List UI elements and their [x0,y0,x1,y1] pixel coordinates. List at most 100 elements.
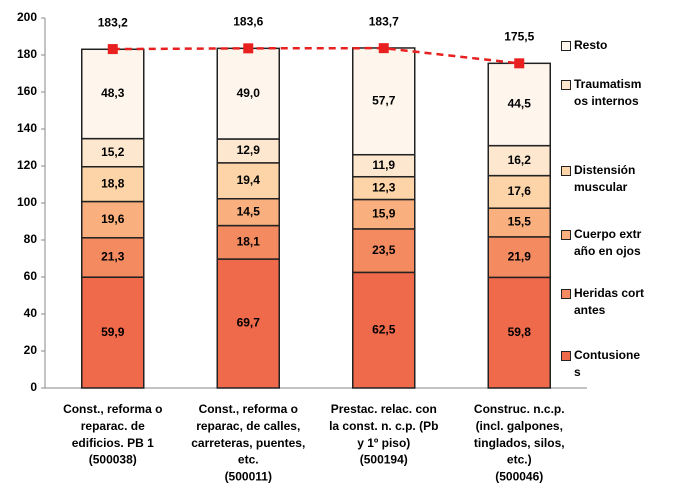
x-tick-label: Const., reforma o [199,402,298,416]
x-tick-label: reparac, de calles, [196,419,300,433]
legend-item: Distensión muscular [561,162,646,196]
legend-label: Resto [574,38,608,52]
total-line [112,46,520,65]
legend-label: Contusiones [574,348,640,379]
bar-segment [487,62,551,147]
x-tick-label: reparac. de [81,419,145,433]
data-label: 11,9 [372,158,395,172]
bar-segment [81,137,145,168]
legend-swatch [561,41,571,51]
data-label: 21,3 [101,250,125,264]
legend-swatch [561,351,571,361]
x-tick-label: (500194) [360,453,408,467]
legend-swatch [561,166,571,176]
x-tick-label: (incl. galpones, [476,419,563,433]
x-tick-label: Prestac. relac. con [331,402,437,416]
total-marker [107,44,118,55]
data-label: 18,8 [101,176,125,190]
data-label: 21,9 [508,249,532,263]
bar-segment [352,271,416,389]
x-tick-label: Const., reforma o [63,402,162,416]
bar-segment [487,144,551,177]
y-tick-label: 0 [30,380,37,394]
data-label: 18,1 [237,234,261,248]
bar-segment [352,47,416,156]
bar-segment [352,228,416,274]
data-label: 15,5 [508,215,532,229]
legend-item: Contusiones [561,347,646,381]
bar-segment [81,200,145,239]
legend-label: Heridas cortantes [574,286,645,317]
bar-segment [487,276,551,389]
y-tick-label: 180 [17,47,37,61]
y-tick-label: 40 [24,306,38,320]
data-label: 59,9 [101,325,125,339]
x-tick-label: (500038) [89,453,137,467]
x-tick-label: y 1º piso) [357,436,410,450]
x-tick-label: (500046) [495,469,543,483]
y-tick-label: 160 [17,84,37,98]
total-label: 175,5 [504,29,534,43]
legend-label: Cuerpo extraño en ojos [574,227,642,258]
data-label: 57,7 [372,94,396,108]
data-label: 12,9 [237,143,261,157]
data-label: 15,9 [372,206,396,220]
data-label: 12,3 [372,180,396,194]
y-tick-label: 120 [17,158,37,172]
data-label: 19,4 [237,173,261,187]
legend-swatch [561,289,571,299]
bar-segment [487,207,551,238]
legend-item: Resto [561,37,646,54]
data-label: 49,0 [237,86,261,100]
data-label: 17,6 [508,184,532,198]
x-tick-label: tinglados, silos, [474,436,565,450]
total-marker [243,43,254,54]
data-label: 44,5 [508,97,532,111]
total-label: 183,2 [98,15,128,29]
y-tick-label: 100 [17,195,37,209]
data-label: 14,5 [237,204,261,218]
legend-swatch [561,80,571,90]
x-tick-label: etc. [238,453,259,467]
bar-segment [352,198,416,230]
bar-segment [81,237,145,278]
bar-segment [81,48,145,140]
data-label: 59,8 [508,325,532,339]
bar-segment [216,197,280,227]
y-tick-label: 80 [24,232,38,246]
data-label: 69,7 [237,316,261,330]
y-tick-label: 140 [17,121,37,135]
x-tick-label: etc.) [507,453,532,467]
y-tick-label: 20 [24,343,38,357]
data-label: 19,6 [101,212,125,226]
bar-segment [81,165,145,203]
legend-swatch [561,230,571,240]
legend-item: Heridas cortantes [561,285,646,319]
x-tick-label: carreteras, puentes, [191,436,305,450]
bar-segment [81,276,145,389]
total-label: 183,7 [369,14,399,28]
data-label: 62,5 [372,322,396,336]
bar-segment [487,236,551,279]
data-label: 23,5 [372,243,396,257]
legend-label: Distensión muscular [574,163,636,194]
x-tick-label: (500011) [225,469,272,483]
total-marker [378,43,389,54]
total-label: 183,6 [233,15,263,29]
data-label: 48,3 [101,86,125,100]
data-label: 16,2 [508,153,532,167]
data-label: 15,2 [101,145,125,159]
x-tick-label: la const. n. c.p. (Pb [329,419,438,433]
y-tick-label: 60 [24,269,38,283]
x-tick-label: Construc. n.c.p. [474,402,565,416]
legend-item: Cuerpo extraño en ojos [561,226,646,260]
bar-segment [216,224,280,260]
y-tick-label: 200 [17,10,37,24]
bar-segment [216,258,280,389]
legend-label: Traumatismos internos [574,77,642,108]
legend-item: Traumatismos internos [561,76,646,110]
x-tick-label: edificios. PB 1 [72,436,154,450]
total-marker [514,58,525,69]
